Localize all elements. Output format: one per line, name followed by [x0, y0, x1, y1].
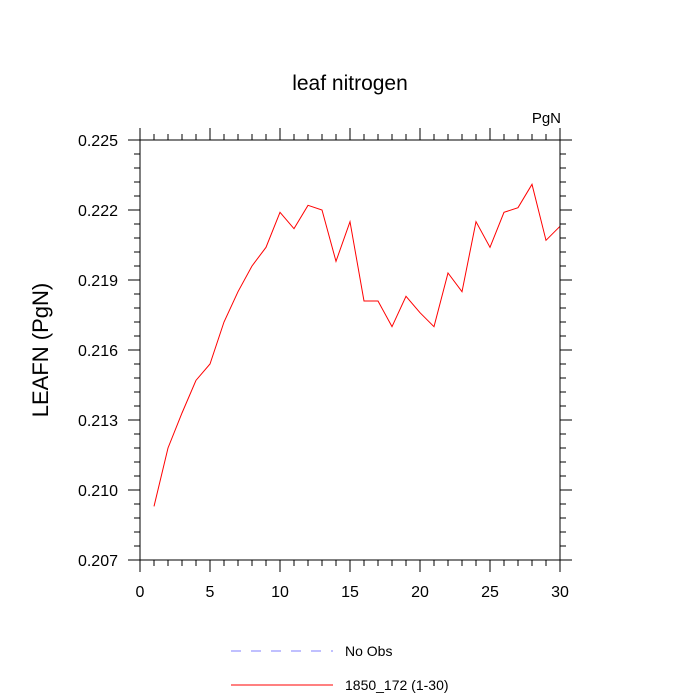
x-tick-label: 15 — [341, 584, 359, 601]
units-label: PgN — [532, 110, 561, 127]
series-layer — [153, 183, 561, 507]
chart-title: leaf nitrogen — [292, 72, 408, 95]
y-tick-labels: 0.207 0.210 0.213 0.216 0.219 0.222 0.225 — [78, 133, 118, 570]
x-tick-labels: 0 5 10 15 20 25 30 — [136, 584, 569, 601]
legend: No Obs 1850_172 (1-30) — [231, 643, 449, 693]
series-line — [153, 183, 561, 507]
legend-label: 1850_172 (1-30) — [345, 677, 449, 693]
x-tick-label: 0 — [136, 584, 145, 601]
x-tick-label: 10 — [271, 584, 289, 601]
x-tick-label: 25 — [481, 584, 499, 601]
y-tick-label: 0.222 — [78, 203, 118, 220]
x-tick-label: 20 — [411, 584, 429, 601]
y-tick-label: 0.210 — [78, 483, 118, 500]
x-tick-label: 5 — [206, 584, 215, 601]
plot-frame — [139, 139, 561, 561]
axis-ticks — [128, 128, 572, 572]
y-tick-label: 0.216 — [78, 343, 118, 360]
y-axis-label: LEAFN (PgN) — [28, 283, 53, 417]
x-tick-label: 30 — [551, 584, 569, 601]
y-tick-label: 0.219 — [78, 273, 118, 290]
y-tick-label: 0.225 — [78, 133, 118, 150]
y-tick-label: 0.213 — [78, 413, 118, 430]
y-tick-label: 0.207 — [78, 553, 118, 570]
legend-label: No Obs — [345, 643, 392, 659]
